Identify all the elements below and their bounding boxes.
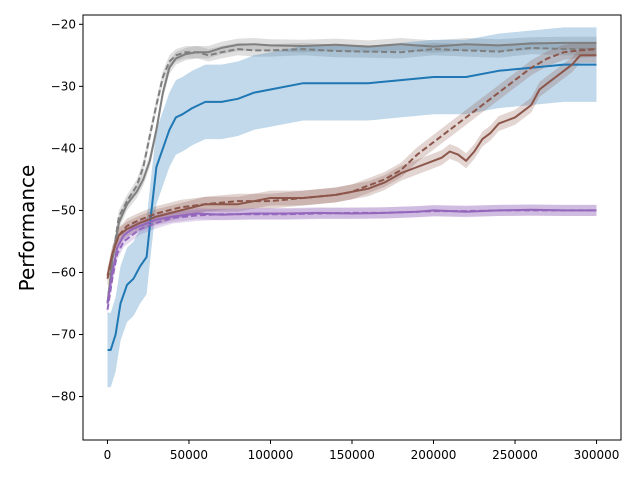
series-1-line	[106, 41, 597, 304]
series-3-band	[107, 27, 597, 388]
series-7-line	[106, 209, 597, 310]
series-2-line	[106, 46, 597, 304]
y-axis-ticks: −80 −70 −60 −50 −40 −30 −20	[51, 17, 83, 404]
y-tick-label: −80	[51, 390, 76, 404]
y-tick-label: −20	[51, 17, 76, 31]
x-tick-label: 0	[104, 448, 112, 462]
y-axis-label: Performance	[15, 165, 39, 292]
y-tick-label: −40	[51, 141, 76, 155]
series-lines	[106, 41, 597, 351]
series-confidence-bands	[107, 27, 597, 388]
y-tick-label: −60	[51, 265, 76, 279]
x-tick-label: 200000	[411, 448, 457, 462]
x-axis-ticks: 0 50000 100000 150000 200000 250000 300000	[104, 440, 620, 462]
series-5-line	[106, 48, 597, 279]
x-tick-label: 50000	[170, 448, 208, 462]
x-tick-label: 250000	[492, 448, 538, 462]
series-7-band	[107, 204, 597, 316]
x-tick-label: 150000	[329, 448, 375, 462]
y-tick-label: −50	[51, 203, 76, 217]
y-tick-label: −70	[51, 328, 76, 342]
x-tick-label: 100000	[248, 448, 294, 462]
x-tick-label: 300000	[574, 448, 620, 462]
series-3-line	[107, 63, 597, 351]
series-6-band	[107, 204, 597, 310]
series-4-line	[106, 54, 597, 276]
y-tick-label: −30	[51, 79, 76, 93]
